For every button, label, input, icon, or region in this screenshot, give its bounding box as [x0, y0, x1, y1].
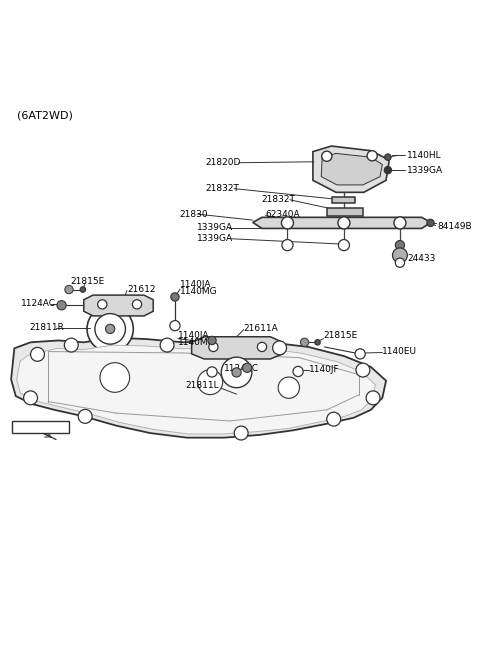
- Circle shape: [106, 324, 115, 333]
- Text: 1339GA: 1339GA: [197, 223, 233, 232]
- Circle shape: [293, 366, 303, 377]
- Circle shape: [132, 300, 142, 309]
- Circle shape: [367, 151, 377, 161]
- Circle shape: [100, 363, 130, 392]
- Circle shape: [232, 367, 241, 377]
- Text: 1140JA: 1140JA: [180, 280, 212, 290]
- Polygon shape: [313, 146, 389, 193]
- Text: 84149B: 84149B: [437, 222, 471, 231]
- Text: 21815E: 21815E: [70, 276, 104, 286]
- Text: 1339GA: 1339GA: [197, 234, 233, 243]
- Text: 1140MG: 1140MG: [178, 338, 216, 346]
- Circle shape: [171, 293, 179, 301]
- Polygon shape: [84, 295, 153, 316]
- Circle shape: [170, 320, 180, 331]
- Circle shape: [57, 301, 66, 310]
- Text: 62340A: 62340A: [266, 210, 300, 219]
- Circle shape: [160, 338, 174, 352]
- Circle shape: [65, 286, 73, 293]
- Circle shape: [214, 349, 260, 396]
- Circle shape: [208, 336, 216, 345]
- Circle shape: [327, 412, 341, 426]
- Circle shape: [207, 367, 217, 377]
- Circle shape: [393, 248, 408, 263]
- Text: 1124AC: 1124AC: [21, 299, 56, 309]
- Text: 21811L: 21811L: [186, 381, 219, 390]
- Text: 1140JF: 1140JF: [309, 365, 340, 373]
- Circle shape: [281, 217, 293, 229]
- Text: 1140JA: 1140JA: [178, 331, 209, 340]
- Circle shape: [356, 363, 370, 377]
- Circle shape: [366, 391, 380, 405]
- Text: 24433: 24433: [408, 253, 436, 263]
- Text: 21832T: 21832T: [261, 195, 295, 204]
- Polygon shape: [327, 208, 363, 216]
- Circle shape: [31, 347, 45, 362]
- Circle shape: [338, 240, 349, 251]
- Text: 1140EU: 1140EU: [383, 347, 417, 356]
- Circle shape: [427, 219, 434, 227]
- Circle shape: [80, 287, 85, 292]
- Circle shape: [282, 240, 293, 251]
- Text: 21811R: 21811R: [30, 323, 64, 332]
- Circle shape: [300, 338, 309, 346]
- Text: (6AT2WD): (6AT2WD): [17, 111, 72, 121]
- Circle shape: [355, 349, 365, 359]
- Circle shape: [394, 217, 406, 229]
- Circle shape: [87, 306, 133, 352]
- Text: 1140HL: 1140HL: [407, 151, 442, 160]
- Circle shape: [396, 240, 405, 250]
- Circle shape: [322, 151, 332, 161]
- Circle shape: [24, 391, 37, 405]
- Text: 1140MG: 1140MG: [180, 288, 218, 296]
- Polygon shape: [321, 153, 383, 185]
- Text: 21830: 21830: [180, 210, 208, 219]
- Circle shape: [95, 314, 125, 344]
- Circle shape: [209, 343, 218, 352]
- Circle shape: [278, 377, 300, 398]
- Circle shape: [64, 338, 78, 352]
- Polygon shape: [192, 337, 283, 359]
- Polygon shape: [253, 217, 431, 229]
- Circle shape: [338, 217, 350, 229]
- Text: 21820D: 21820D: [205, 159, 241, 167]
- Circle shape: [315, 339, 320, 345]
- Text: 21611A: 21611A: [243, 324, 278, 333]
- Text: 1124AC: 1124AC: [224, 364, 259, 373]
- Text: 21815E: 21815E: [324, 331, 358, 341]
- Text: 1339GA: 1339GA: [407, 166, 443, 175]
- Text: 21832T: 21832T: [205, 184, 240, 193]
- Circle shape: [78, 409, 92, 423]
- Text: 21612: 21612: [128, 285, 156, 294]
- Circle shape: [234, 426, 248, 440]
- Circle shape: [384, 166, 392, 174]
- FancyBboxPatch shape: [12, 421, 70, 433]
- Circle shape: [384, 154, 391, 160]
- Circle shape: [97, 300, 107, 309]
- Circle shape: [257, 343, 266, 352]
- Polygon shape: [11, 338, 386, 438]
- Text: REF.60-624: REF.60-624: [14, 422, 68, 431]
- Circle shape: [221, 357, 252, 388]
- Circle shape: [396, 258, 405, 267]
- Circle shape: [242, 363, 252, 373]
- Circle shape: [273, 341, 287, 355]
- Polygon shape: [332, 197, 356, 204]
- Circle shape: [198, 369, 223, 394]
- Polygon shape: [17, 345, 375, 434]
